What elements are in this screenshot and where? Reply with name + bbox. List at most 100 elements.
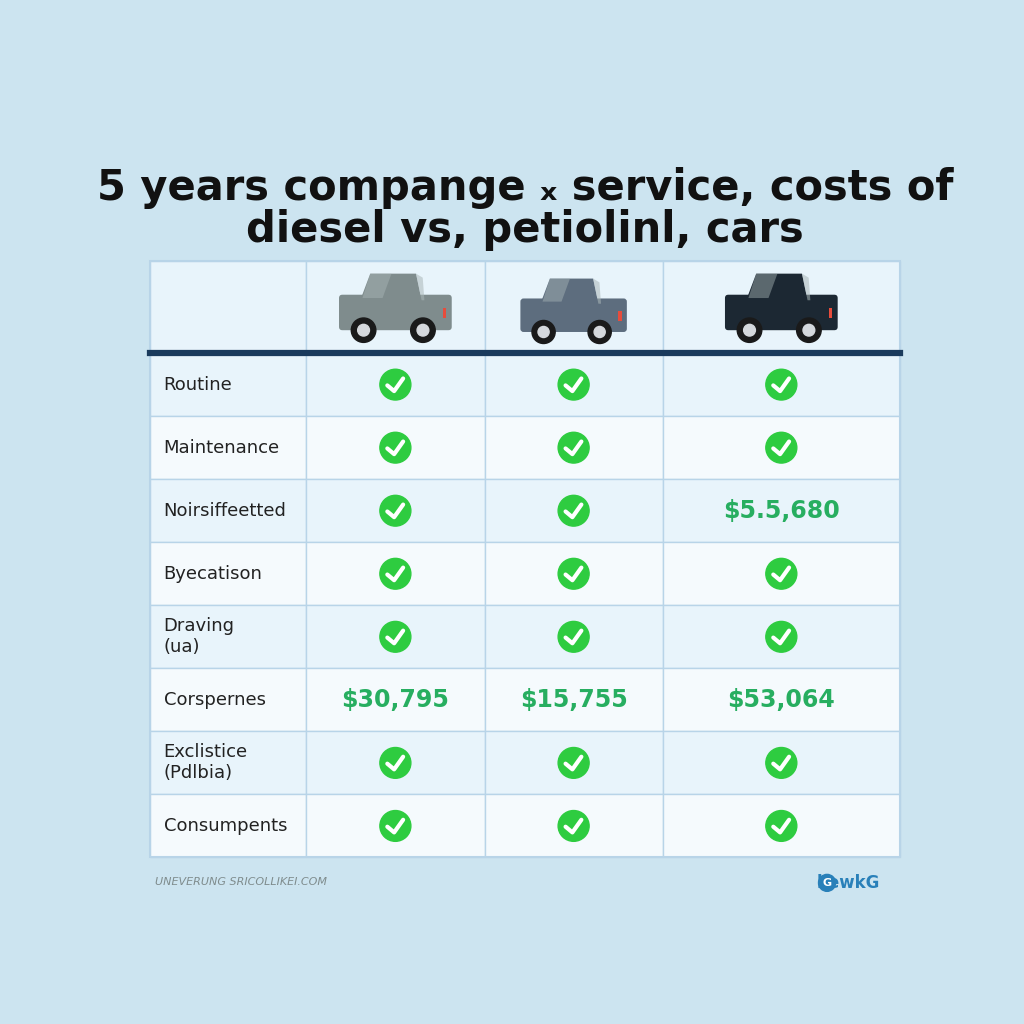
Bar xyxy=(484,731,663,795)
Bar xyxy=(306,731,484,795)
Circle shape xyxy=(558,811,589,842)
Circle shape xyxy=(417,325,429,336)
Circle shape xyxy=(351,318,376,342)
Bar xyxy=(150,261,900,857)
Text: Corspernes: Corspernes xyxy=(164,691,265,709)
Bar xyxy=(150,261,306,353)
Circle shape xyxy=(380,496,411,526)
Bar xyxy=(306,261,484,353)
Bar xyxy=(150,353,306,416)
Bar xyxy=(663,261,900,353)
Bar xyxy=(306,795,484,857)
Text: $5.5,680: $5.5,680 xyxy=(723,499,840,522)
Bar xyxy=(663,731,900,795)
Polygon shape xyxy=(746,273,808,300)
Polygon shape xyxy=(802,273,810,300)
Circle shape xyxy=(818,874,836,891)
Circle shape xyxy=(766,811,797,842)
Bar xyxy=(150,479,306,543)
Bar xyxy=(150,605,306,669)
Bar xyxy=(484,261,663,353)
Circle shape xyxy=(766,370,797,400)
Circle shape xyxy=(411,318,435,342)
Circle shape xyxy=(538,327,549,338)
Circle shape xyxy=(803,325,815,336)
Text: 5 years compange ₓ service, costs of: 5 years compange ₓ service, costs of xyxy=(96,167,953,209)
Polygon shape xyxy=(416,273,424,300)
Circle shape xyxy=(558,370,589,400)
Circle shape xyxy=(558,432,589,463)
Text: $53,064: $53,064 xyxy=(727,688,836,712)
Bar xyxy=(663,543,900,605)
Bar xyxy=(484,795,663,857)
Circle shape xyxy=(766,748,797,778)
Circle shape xyxy=(797,318,821,342)
Bar xyxy=(150,795,306,857)
Polygon shape xyxy=(360,273,422,300)
Circle shape xyxy=(532,321,555,343)
Circle shape xyxy=(558,558,589,589)
Circle shape xyxy=(766,558,797,589)
Bar xyxy=(306,479,484,543)
Bar xyxy=(484,669,663,731)
Bar xyxy=(663,479,900,543)
Circle shape xyxy=(766,622,797,652)
Bar xyxy=(484,353,663,416)
Circle shape xyxy=(558,496,589,526)
Bar xyxy=(306,669,484,731)
Text: Routine: Routine xyxy=(164,376,232,393)
Bar xyxy=(150,669,306,731)
Bar xyxy=(150,731,306,795)
FancyBboxPatch shape xyxy=(520,298,627,332)
Circle shape xyxy=(594,327,605,338)
Polygon shape xyxy=(541,279,598,304)
Bar xyxy=(618,311,622,321)
FancyBboxPatch shape xyxy=(339,295,452,330)
Bar xyxy=(484,543,663,605)
Text: Draving
(ua): Draving (ua) xyxy=(164,617,234,656)
Text: Noirsiffeetted: Noirsiffeetted xyxy=(164,502,287,520)
Circle shape xyxy=(743,325,756,336)
Text: Consumpents: Consumpents xyxy=(164,817,287,835)
Text: $30,795: $30,795 xyxy=(341,688,450,712)
Text: $15,755: $15,755 xyxy=(520,688,628,712)
FancyBboxPatch shape xyxy=(725,295,838,330)
Circle shape xyxy=(558,622,589,652)
Bar xyxy=(484,605,663,669)
Bar xyxy=(484,416,663,479)
Bar xyxy=(663,353,900,416)
Bar xyxy=(663,795,900,857)
Bar xyxy=(306,543,484,605)
Bar xyxy=(484,479,663,543)
Bar xyxy=(442,308,446,318)
Bar xyxy=(150,416,306,479)
Circle shape xyxy=(380,558,411,589)
Text: diesel vs, petiolinl, cars: diesel vs, petiolinl, cars xyxy=(246,209,804,251)
Circle shape xyxy=(380,432,411,463)
Circle shape xyxy=(380,370,411,400)
Circle shape xyxy=(380,622,411,652)
Circle shape xyxy=(558,748,589,778)
Text: Exclistice
(Pdlbia): Exclistice (Pdlbia) xyxy=(164,743,248,782)
Circle shape xyxy=(588,321,611,343)
Circle shape xyxy=(380,748,411,778)
Bar xyxy=(663,669,900,731)
Polygon shape xyxy=(362,273,391,298)
Circle shape xyxy=(766,432,797,463)
Text: bewkG: bewkG xyxy=(817,873,881,892)
Polygon shape xyxy=(593,279,601,304)
Bar xyxy=(306,416,484,479)
Circle shape xyxy=(357,325,370,336)
Text: UNEVERUNG SRICOLLIKEI.COM: UNEVERUNG SRICOLLIKEI.COM xyxy=(155,878,327,887)
Circle shape xyxy=(380,811,411,842)
Polygon shape xyxy=(543,279,570,302)
Bar xyxy=(663,605,900,669)
Bar xyxy=(150,543,306,605)
Text: Byecatison: Byecatison xyxy=(164,565,262,583)
Polygon shape xyxy=(749,273,777,298)
Bar xyxy=(306,605,484,669)
Text: G: G xyxy=(822,878,831,888)
Text: Maintenance: Maintenance xyxy=(164,438,280,457)
Bar xyxy=(306,353,484,416)
Bar xyxy=(828,308,833,318)
